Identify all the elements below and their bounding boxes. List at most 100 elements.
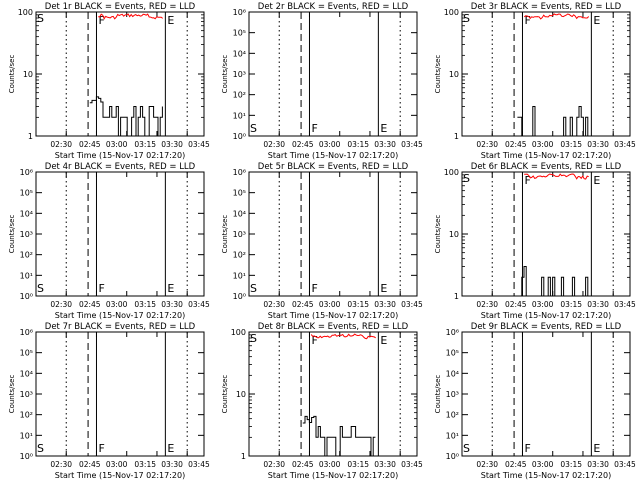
y-tick-label: 10³	[446, 390, 459, 399]
x-tick-label: 02:30	[263, 140, 285, 149]
marker-label-S: S	[37, 442, 44, 455]
marker-label-S: S	[37, 12, 44, 25]
x-tick-label: 03:00	[319, 300, 341, 309]
x-axis-label: Start Time (15-Nov-17 02:17:20)	[268, 471, 398, 480]
y-tick-label: 100	[18, 8, 33, 17]
marker-label-F: F	[311, 122, 317, 135]
y-tick-label: 10⁰	[20, 452, 33, 461]
y-tick-label: 10⁴	[20, 369, 33, 378]
y-tick-label: 10⁶	[20, 328, 33, 337]
y-tick-label: 10⁴	[20, 209, 33, 218]
x-tick-label: 03:15	[134, 300, 156, 309]
x-tick-label: 03:15	[347, 300, 369, 309]
x-tick-label: 03:45	[614, 460, 636, 469]
x-tick-label: 03:45	[614, 300, 636, 309]
x-tick-label: 03:45	[614, 140, 636, 149]
y-tick-label: 10³	[233, 70, 246, 79]
x-tick-label: 02:45	[292, 140, 314, 149]
y-axis-label: Counts/sec	[8, 375, 16, 414]
lld-red-trace	[524, 173, 589, 180]
plot-frame	[461, 171, 631, 297]
events-black-trace	[517, 266, 589, 297]
det-panel-4: Det 4r BLACK = Events, RED = LLD Counts/s…	[8, 162, 210, 320]
plot-frame	[248, 11, 418, 137]
y-tick-label: 10	[449, 70, 459, 79]
y-tick-label: 10⁰	[20, 292, 33, 301]
x-axis-label: Start Time (15-Nov-17 02:17:20)	[481, 151, 611, 160]
det-panel-5: Det 5r BLACK = Events, RED = LLD Counts/s…	[221, 162, 423, 320]
marker-label-E: E	[167, 282, 174, 295]
x-tick-label: 03:15	[560, 460, 582, 469]
x-tick-label: 03:00	[532, 460, 554, 469]
x-tick-label: 03:45	[188, 300, 210, 309]
x-tick-label: 03:00	[532, 300, 554, 309]
x-tick-label: 03:00	[319, 460, 341, 469]
det-panel-1: Det 1r BLACK = Events, RED = LLD Counts/s…	[8, 2, 210, 160]
x-tick-label: 03:45	[401, 300, 423, 309]
y-tick-label: 10⁶	[233, 8, 246, 17]
y-tick-label: 10⁴	[233, 49, 246, 58]
marker-label-F: F	[98, 282, 104, 295]
y-tick-label: 10	[23, 70, 33, 79]
x-tick-label: 02:45	[505, 140, 527, 149]
y-tick-label: 10⁵	[446, 349, 459, 358]
x-tick-label: 02:45	[79, 300, 101, 309]
y-axis-label: Counts/sec	[221, 55, 229, 94]
x-tick-label: 02:30	[50, 140, 72, 149]
x-tick-label: 03:30	[161, 460, 183, 469]
y-tick-label: 10³	[20, 230, 33, 239]
y-tick-label: 10¹	[233, 111, 246, 120]
x-tick-label: 02:30	[263, 300, 285, 309]
y-tick-label: 10²	[20, 411, 33, 420]
y-tick-label: 10⁵	[233, 189, 246, 198]
x-tick-label: 03:30	[587, 300, 609, 309]
panel-title: Det 4r BLACK = Events, RED = LLD	[45, 162, 196, 172]
x-tick-label: 03:00	[106, 140, 128, 149]
x-tick-label: 03:15	[347, 140, 369, 149]
y-tick-label: 10⁴	[446, 369, 459, 378]
marker-label-E: E	[593, 174, 600, 187]
x-tick-label: 02:45	[505, 300, 527, 309]
x-tick-label: 02:45	[292, 300, 314, 309]
y-tick-label: 10²	[233, 91, 246, 100]
y-tick-label: 10⁶	[446, 328, 459, 337]
y-tick-label: 10²	[233, 251, 246, 260]
marker-label-F: F	[524, 14, 530, 27]
y-tick-label: 10²	[446, 411, 459, 420]
x-tick-label: 03:30	[374, 140, 396, 149]
x-axis-label: Start Time (15-Nov-17 02:17:20)	[481, 311, 611, 320]
panel-title: Det 8r BLACK = Events, RED = LLD	[258, 322, 409, 332]
marker-label-E: E	[380, 334, 387, 347]
x-axis-label: Start Time (15-Nov-17 02:17:20)	[268, 151, 398, 160]
x-tick-label: 02:30	[263, 460, 285, 469]
y-tick-label: 10⁰	[446, 452, 459, 461]
y-axis-label: Counts/sec	[221, 375, 229, 414]
panel-title: Det 6r BLACK = Events, RED = LLD	[471, 162, 622, 172]
x-tick-label: 02:45	[292, 460, 314, 469]
x-tick-label: 03:30	[374, 300, 396, 309]
panel-title: Det 5r BLACK = Events, RED = LLD	[258, 162, 409, 172]
x-tick-label: 03:15	[134, 460, 156, 469]
x-tick-label: 02:45	[79, 140, 101, 149]
marker-label-E: E	[593, 14, 600, 27]
y-tick-label: 10³	[20, 390, 33, 399]
marker-label-E: E	[593, 442, 600, 455]
y-tick-label: 10⁵	[20, 189, 33, 198]
x-tick-label: 02:30	[476, 140, 498, 149]
y-tick-label: 10⁶	[233, 168, 246, 177]
panel-title: Det 3r BLACK = Events, RED = LLD	[471, 2, 622, 12]
x-tick-label: 02:45	[79, 460, 101, 469]
marker-label-S: S	[37, 282, 44, 295]
det-panel-7: Det 7r BLACK = Events, RED = LLD Counts/s…	[8, 322, 210, 480]
marker-label-F: F	[98, 14, 104, 27]
x-axis-label: Start Time (15-Nov-17 02:17:20)	[268, 311, 398, 320]
y-axis-label: Counts/sec	[221, 215, 229, 254]
y-tick-label: 10³	[233, 230, 246, 239]
x-tick-label: 03:15	[347, 460, 369, 469]
y-tick-label: 10¹	[20, 431, 33, 440]
marker-label-E: E	[167, 442, 174, 455]
lld-red-trace	[98, 13, 164, 20]
plot-frame	[461, 11, 631, 137]
y-axis-label: Counts/sec	[434, 375, 442, 414]
panel-title: Det 1r BLACK = Events, RED = LLD	[45, 2, 196, 12]
